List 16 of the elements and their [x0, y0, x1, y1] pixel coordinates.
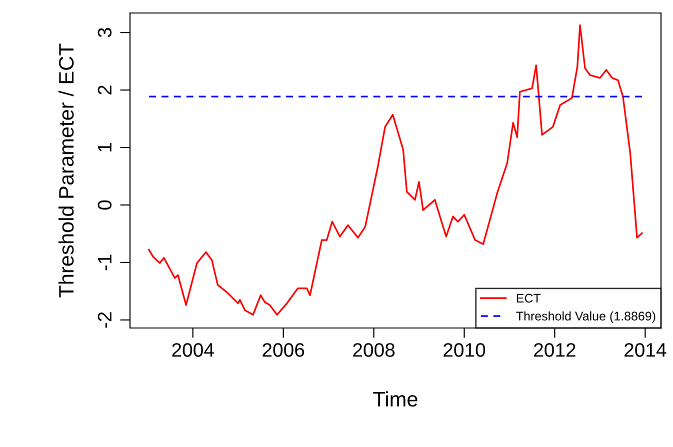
legend-label: Threshold Value (1.8869): [516, 311, 656, 323]
y-tick-label: -2: [98, 312, 112, 328]
y-tick-label: -1: [98, 254, 112, 270]
legend-label: ECT: [516, 294, 541, 303]
x-axis-title: Time: [373, 391, 418, 407]
x-tick-label: 2006: [262, 343, 304, 357]
y-axis-title: Threshold Parameter / ECT: [58, 44, 74, 298]
x-tick-label: 2004: [172, 343, 214, 357]
x-tick-label: 2012: [534, 343, 576, 357]
x-tick-label: 2008: [353, 343, 395, 357]
y-tick-label: 0: [98, 200, 112, 210]
y-tick-label: 2: [98, 86, 112, 94]
x-tick-label: 2010: [444, 343, 486, 357]
x-tick-label: 2014: [624, 343, 666, 357]
y-tick-label: 1: [98, 143, 112, 152]
y-tick-label: 3: [98, 28, 112, 38]
